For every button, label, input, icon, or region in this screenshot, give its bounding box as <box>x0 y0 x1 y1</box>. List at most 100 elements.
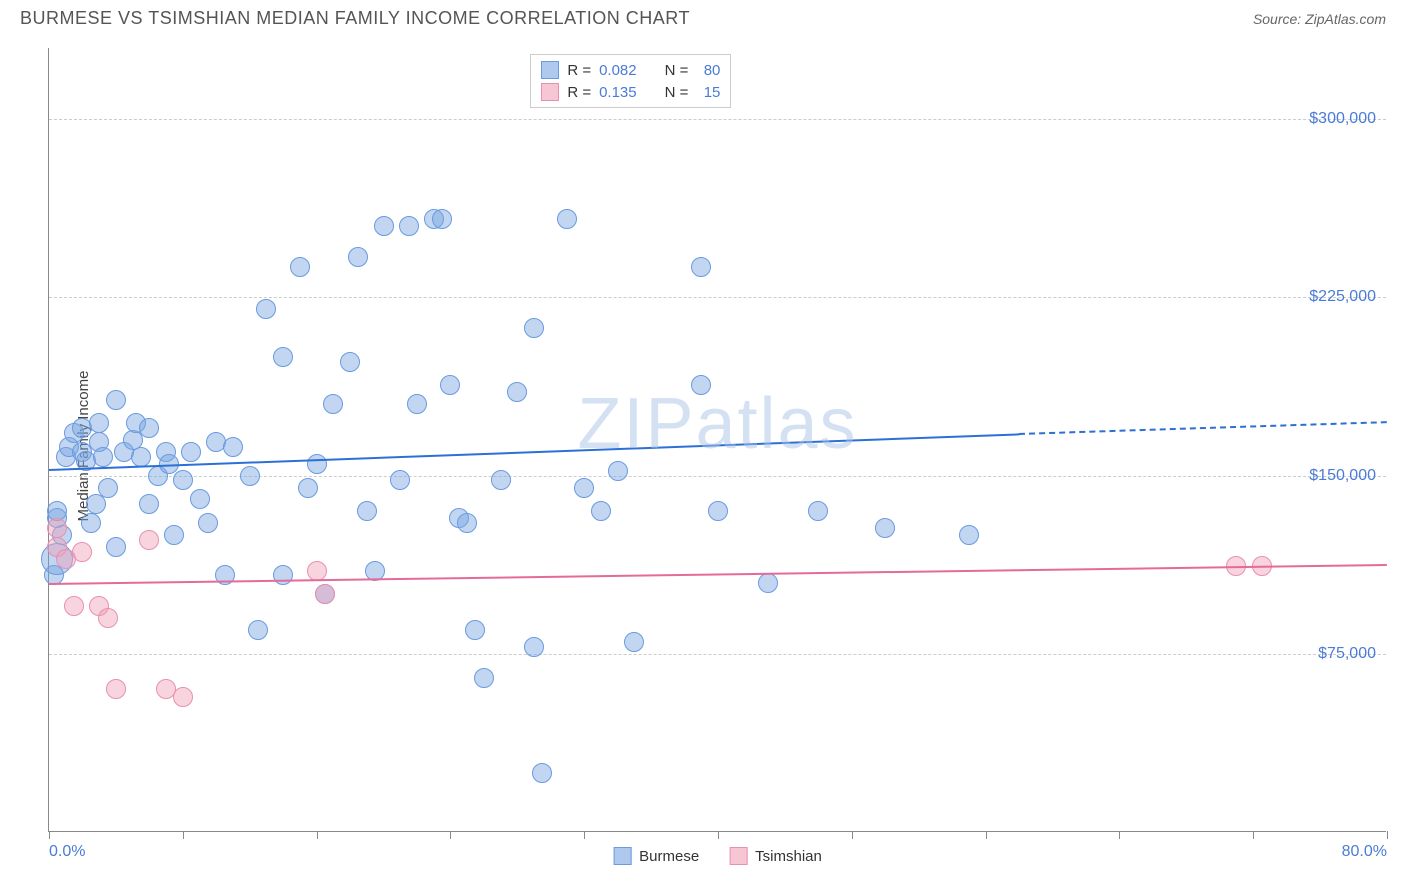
scatter-point <box>708 501 728 521</box>
scatter-point <box>758 573 778 593</box>
scatter-point <box>507 382 527 402</box>
scatter-point <box>173 470 193 490</box>
scatter-point <box>315 584 335 604</box>
scatter-point <box>457 513 477 533</box>
scatter-point <box>440 375 460 395</box>
scatter-point <box>81 513 101 533</box>
scatter-point <box>624 632 644 652</box>
scatter-point <box>357 501 377 521</box>
scatter-point <box>223 437 243 457</box>
legend-bottom-item: Tsimshian <box>729 847 822 865</box>
scatter-point <box>273 565 293 585</box>
scatter-point <box>432 209 452 229</box>
scatter-point <box>348 247 368 267</box>
legend-swatch <box>541 61 559 79</box>
y-tick-label: $75,000 <box>1318 645 1376 663</box>
legend-n-label: N = <box>665 62 689 79</box>
scatter-point <box>106 390 126 410</box>
scatter-point <box>474 668 494 688</box>
scatter-point <box>181 442 201 462</box>
y-tick-label: $150,000 <box>1309 467 1376 485</box>
scatter-point <box>608 461 628 481</box>
gridline <box>49 297 1386 298</box>
scatter-point <box>256 299 276 319</box>
x-tick-label-left: 0.0% <box>49 843 85 861</box>
legend-bottom-item: Burmese <box>613 847 699 865</box>
scatter-point <box>106 537 126 557</box>
x-tick <box>584 831 585 839</box>
x-tick <box>986 831 987 839</box>
scatter-point <box>340 352 360 372</box>
gridline <box>49 654 1386 655</box>
chart-title: BURMESE VS TSIMSHIAN MEDIAN FAMILY INCOM… <box>20 8 690 29</box>
scatter-point <box>307 454 327 474</box>
legend-stats-box: R = 0.082 N = 80 R = 0.135 N = 15 <box>530 54 731 108</box>
scatter-point <box>106 679 126 699</box>
scatter-point <box>399 216 419 236</box>
legend-n-value: 80 <box>696 62 720 79</box>
scatter-point <box>959 525 979 545</box>
scatter-point <box>591 501 611 521</box>
trend-line <box>1019 421 1387 435</box>
legend-bottom: Burmese Tsimshian <box>613 847 822 865</box>
x-tick <box>49 831 50 839</box>
watermark: ZIPatlas <box>577 383 857 465</box>
scatter-point <box>89 413 109 433</box>
scatter-point <box>139 494 159 514</box>
scatter-point <box>98 608 118 628</box>
legend-swatch <box>729 847 747 865</box>
legend-n-value: 15 <box>696 84 720 101</box>
x-tick <box>317 831 318 839</box>
scatter-point <box>290 257 310 277</box>
scatter-point <box>407 394 427 414</box>
scatter-point <box>532 763 552 783</box>
gridline <box>49 119 1386 120</box>
scatter-point <box>164 525 184 545</box>
scatter-point <box>491 470 511 490</box>
y-tick-label: $300,000 <box>1309 110 1376 128</box>
legend-swatch <box>541 83 559 101</box>
legend-swatch <box>613 847 631 865</box>
scatter-point <box>139 418 159 438</box>
scatter-point <box>307 561 327 581</box>
scatter-point <box>691 257 711 277</box>
scatter-point <box>273 347 293 367</box>
x-tick <box>852 831 853 839</box>
scatter-point <box>524 637 544 657</box>
legend-r-value: 0.135 <box>599 84 637 101</box>
scatter-point <box>465 620 485 640</box>
scatter-point <box>72 542 92 562</box>
legend-r-value: 0.082 <box>599 62 637 79</box>
scatter-point <box>691 375 711 395</box>
scatter-point <box>374 216 394 236</box>
legend-series-label: Burmese <box>639 848 699 865</box>
x-tick <box>1387 831 1388 839</box>
x-tick-label-right: 80.0% <box>1342 843 1387 861</box>
scatter-point <box>298 478 318 498</box>
y-tick-label: $225,000 <box>1309 288 1376 306</box>
scatter-point <box>64 596 84 616</box>
legend-n-label: N = <box>665 84 689 101</box>
scatter-point <box>93 447 113 467</box>
legend-stats-row: R = 0.082 N = 80 <box>541 59 720 81</box>
scatter-point <box>808 501 828 521</box>
scatter-point <box>131 447 151 467</box>
scatter-point <box>198 513 218 533</box>
x-tick <box>450 831 451 839</box>
scatter-point <box>98 478 118 498</box>
legend-r-label: R = <box>567 62 591 79</box>
scatter-point <box>47 518 67 538</box>
scatter-point <box>248 620 268 640</box>
scatter-point <box>875 518 895 538</box>
x-tick <box>183 831 184 839</box>
scatter-point <box>173 687 193 707</box>
scatter-point <box>557 209 577 229</box>
x-tick <box>1119 831 1120 839</box>
scatter-point <box>86 494 106 514</box>
legend-r-label: R = <box>567 84 591 101</box>
legend-stats-row: R = 0.135 N = 15 <box>541 81 720 103</box>
chart-source: Source: ZipAtlas.com <box>1253 11 1386 27</box>
scatter-point <box>323 394 343 414</box>
scatter-point <box>240 466 260 486</box>
scatter-point <box>390 470 410 490</box>
